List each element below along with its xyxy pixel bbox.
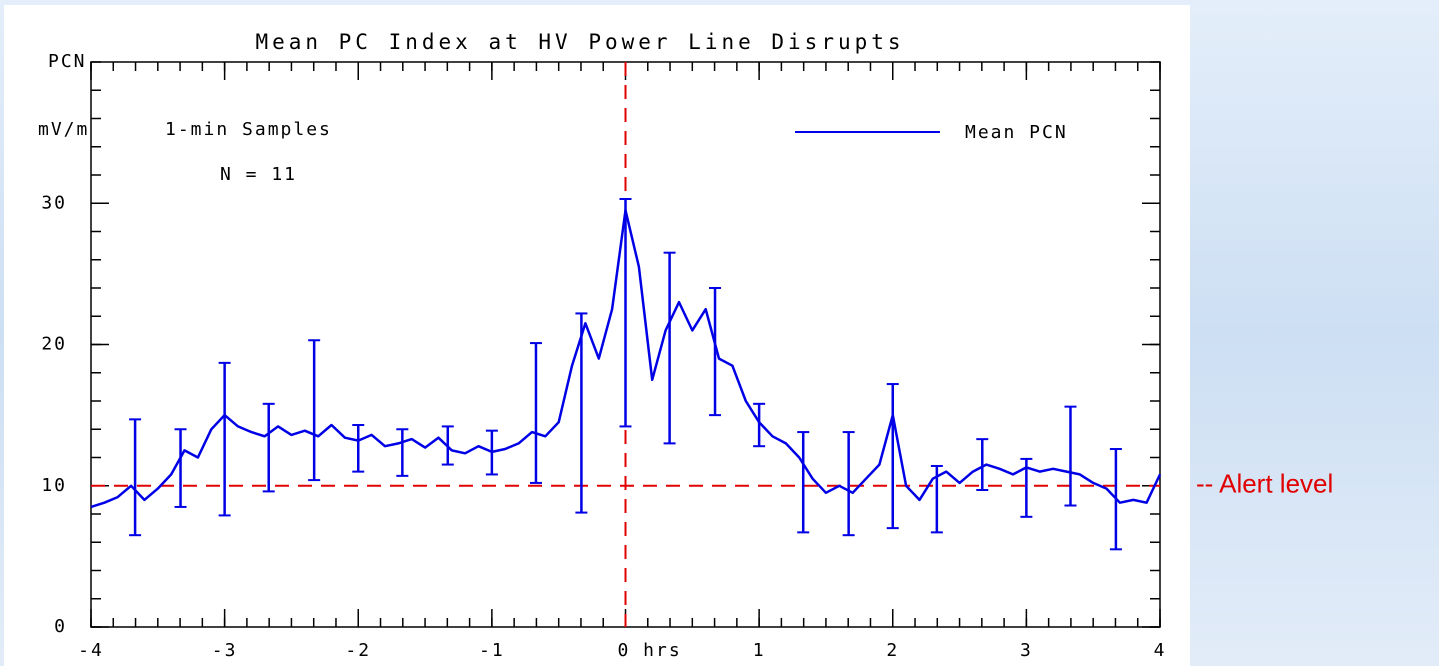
y-axis-label: PCN: [48, 51, 87, 72]
x-tick-label: 2: [886, 640, 899, 661]
x-tick-label: 4: [1154, 640, 1167, 661]
chart-panel: [4, 5, 1190, 666]
y-axis-label: mV/m: [38, 119, 89, 140]
y-tick-label: 20: [41, 334, 67, 355]
reference-label: -- Alert level: [1196, 469, 1333, 499]
annotation: N = 11: [220, 164, 297, 185]
annotation: 1-min Samples: [165, 119, 332, 140]
x-tick-label: -1: [479, 640, 505, 661]
x-tick-label: -4: [78, 640, 104, 661]
y-tick-label: 30: [41, 192, 67, 213]
y-tick-label: 0: [54, 616, 67, 637]
x-tick-label: -3: [212, 640, 238, 661]
y-tick-label: 10: [41, 475, 67, 496]
x-tick-label: 1: [753, 640, 766, 661]
chart-title: Mean PC Index at HV Power Line Disrupts: [255, 30, 904, 54]
x-tick-label: -2: [345, 640, 371, 661]
x-tick-label: 0 hrs: [618, 640, 682, 661]
x-tick-label: 3: [1020, 640, 1033, 661]
legend-label: Mean PCN: [965, 122, 1068, 143]
